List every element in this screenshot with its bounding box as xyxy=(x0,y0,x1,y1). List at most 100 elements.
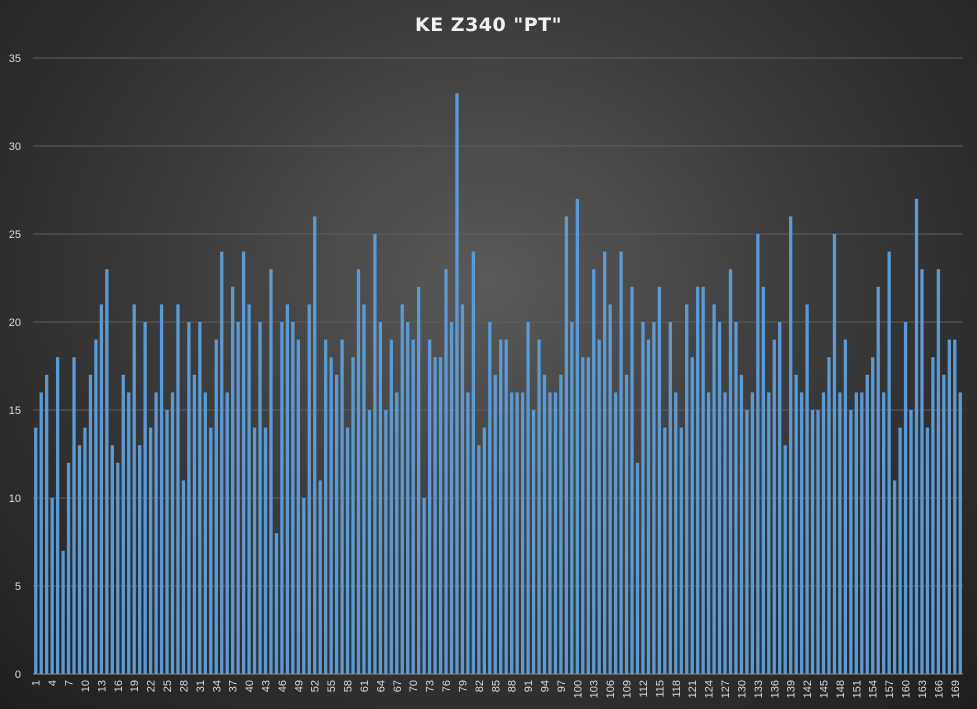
bar xyxy=(728,269,733,674)
bar xyxy=(515,392,519,674)
bar xyxy=(679,427,683,674)
bar xyxy=(734,322,738,674)
bar xyxy=(203,392,207,674)
y-tick-label: 30 xyxy=(9,141,21,153)
bar xyxy=(116,462,120,674)
bar xyxy=(843,339,848,674)
bar xyxy=(367,410,372,674)
x-tick-label: 10 xyxy=(80,680,92,692)
bar xyxy=(50,498,54,674)
x-tick-label: 31 xyxy=(195,680,207,692)
x-tick-label: 70 xyxy=(408,680,420,692)
bar xyxy=(548,392,552,674)
bar xyxy=(520,392,525,674)
bar xyxy=(750,392,755,674)
bar xyxy=(263,427,268,674)
bar xyxy=(252,427,257,674)
bar xyxy=(592,269,596,674)
y-tick-label: 10 xyxy=(9,493,21,505)
bar xyxy=(477,445,481,674)
bar xyxy=(745,410,749,674)
x-tick-label: 166 xyxy=(933,680,945,698)
bar xyxy=(94,339,98,674)
bar xyxy=(373,234,377,674)
x-tick-label: 76 xyxy=(441,680,453,692)
bar xyxy=(159,304,164,674)
bar xyxy=(947,339,951,674)
x-tick-label: 121 xyxy=(687,680,699,698)
bar xyxy=(291,322,295,674)
bar xyxy=(723,392,727,674)
y-axis: 0 5 10 15 20 25 30 35 xyxy=(9,53,21,681)
bar xyxy=(121,374,125,674)
bar xyxy=(854,392,858,674)
bar xyxy=(99,304,104,674)
bar xyxy=(351,357,355,674)
bar xyxy=(274,533,279,674)
x-tick-label: 28 xyxy=(178,680,190,692)
bar xyxy=(449,322,454,674)
bar xyxy=(668,322,672,674)
bar xyxy=(88,374,93,674)
bar xyxy=(138,445,142,674)
bar xyxy=(329,357,333,674)
bar xyxy=(827,357,831,674)
bar xyxy=(603,251,607,674)
bar xyxy=(783,445,787,674)
bar xyxy=(559,374,563,674)
bar xyxy=(148,427,153,674)
bar xyxy=(958,392,962,674)
bar xyxy=(510,392,514,674)
x-tick-label: 7 xyxy=(64,680,76,686)
bar xyxy=(132,304,136,674)
bar xyxy=(110,445,114,674)
bar xyxy=(663,427,667,674)
x-tick-label: 79 xyxy=(457,680,469,692)
x-tick-label: 145 xyxy=(819,680,831,698)
bar xyxy=(143,322,147,674)
x-tick-label: 97 xyxy=(556,680,568,692)
bar xyxy=(931,357,935,674)
x-tick-label: 124 xyxy=(704,680,716,698)
x-tick-label: 16 xyxy=(113,680,125,692)
bar xyxy=(433,357,437,674)
chart-title: KE Z340 "PT" xyxy=(414,14,563,36)
bar xyxy=(307,304,311,674)
bar xyxy=(865,374,869,674)
x-tick-label: 67 xyxy=(392,680,404,692)
bar xyxy=(882,392,886,674)
bar xyxy=(832,234,837,674)
bar xyxy=(400,304,404,674)
bar xyxy=(789,216,793,674)
bar xyxy=(83,427,87,674)
bar xyxy=(61,550,65,674)
bar xyxy=(652,322,656,674)
bar xyxy=(105,269,109,674)
x-tick-label: 115 xyxy=(654,680,666,698)
bar xyxy=(389,339,393,674)
bar xyxy=(887,251,891,674)
bar xyxy=(187,322,191,674)
bar xyxy=(953,339,957,674)
bar xyxy=(526,322,530,674)
x-tick-label: 25 xyxy=(162,680,174,692)
x-tick-label: 154 xyxy=(868,680,880,698)
bar xyxy=(504,339,508,674)
x-tick-label: 136 xyxy=(769,680,781,698)
bar xyxy=(209,427,213,674)
x-tick-label: 58 xyxy=(343,680,355,692)
bar xyxy=(581,357,585,674)
x-tick-label: 157 xyxy=(884,680,896,698)
bar xyxy=(280,322,284,674)
bar xyxy=(619,251,623,674)
x-tick-label: 100 xyxy=(572,680,584,698)
x-tick-label: 82 xyxy=(474,680,486,692)
bar xyxy=(176,304,180,674)
bar xyxy=(395,392,399,674)
bar xyxy=(72,357,76,674)
bar xyxy=(422,498,426,674)
bar xyxy=(712,304,716,674)
bar xyxy=(838,392,842,674)
x-tick-label: 151 xyxy=(851,680,863,698)
x-tick-label: 94 xyxy=(540,680,552,692)
